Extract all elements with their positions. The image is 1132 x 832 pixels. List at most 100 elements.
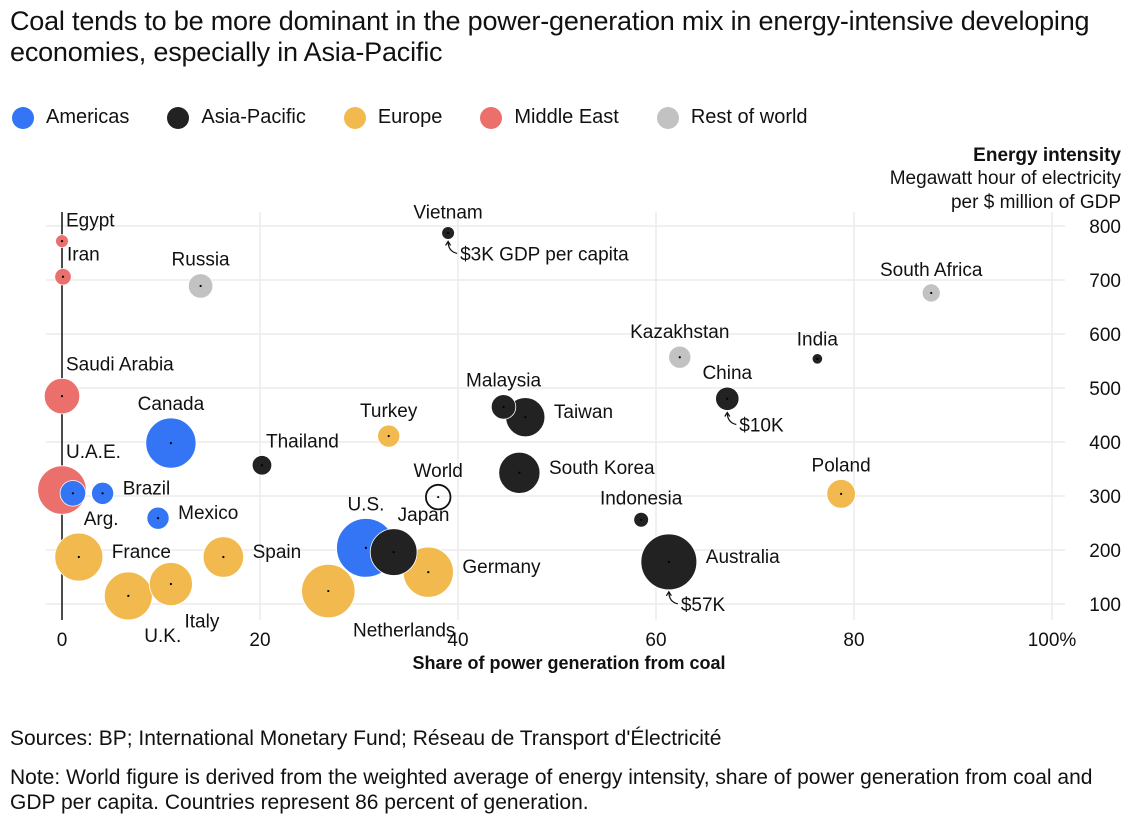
y-tick-label: 500 [1089,379,1121,400]
annotation-arrow [668,591,679,605]
bubble-center-dot [447,231,450,235]
bubble-center-dot [726,397,729,400]
label-canada: Canada [138,394,205,415]
legend-swatch-europe [343,106,366,129]
legend-item-asia-pacific: Asia-Pacific [167,106,306,129]
x-tick-label: 40 [447,630,468,651]
label-u-a-e: U.A.E. [66,442,121,463]
bubble-center-dot [667,560,670,563]
bubble-center-dot [816,357,819,360]
label-turkey: Turkey [360,401,418,422]
legend-swatch-rest-of-world [656,106,679,129]
label-kazakhstan: Kazakhstan [630,322,729,343]
annotation-arrow [726,412,737,426]
annotation-arrowhead [445,240,452,246]
legend-label: Rest of world [690,106,808,128]
label-italy: Italy [184,612,219,633]
bubble-center-dot [502,405,505,408]
label-china: China [702,363,752,384]
bubble-center-dot [156,517,160,520]
bubble-center-dot [427,571,430,574]
annotation-arrow [447,241,458,255]
y-tick-label: 400 [1089,433,1121,454]
y-axis-title: Energy intensity Megawatt hour of electr… [890,145,1122,213]
bubble-center-dot [524,416,527,419]
label-egypt: Egypt [66,211,115,232]
x-tick-label: 0 [57,630,68,651]
bubble-center-dot [260,464,264,467]
legend-item-europe: Europe [343,106,443,129]
y-tick-label: 200 [1089,541,1121,562]
label-arg: Arg. [84,509,119,530]
y-axis-title-main: Energy intensity [973,145,1121,166]
x-tick-label: 20 [249,630,270,651]
legend-item-rest-of-world: Rest of world [656,106,808,129]
legend-item-americas: Americas [12,106,129,129]
bubble-center-dot [437,495,440,499]
sources-text: Sources: BP; International Monetary Fund… [10,727,722,750]
label-thailand: Thailand [266,431,339,452]
bubble-center-dot [840,492,843,495]
bubble-chart: Energy intensity Megawatt hour of electr… [37,145,1122,673]
y-tick-label: 700 [1089,271,1121,292]
x-tick-label: 80 [843,630,864,651]
label-iran: Iran [67,244,100,265]
bubble-center-dot [387,434,390,438]
label-spain: Spain [253,542,302,563]
label-australia: Australia [706,547,780,568]
y-tick-labels: 800 700 600 500 400 300 200 100 [1089,217,1121,616]
y-axis-title-line-1: Megawatt hour of electricity [890,168,1122,189]
label-u-k: U.K. [144,626,181,647]
note-text: Note: World figure is derived from the w… [10,766,1093,814]
label-japan: Japan [398,505,450,526]
label-russia: Russia [172,250,231,271]
label-poland: Poland [812,456,871,477]
bubble-center-dot [678,356,681,359]
annotation-arrowhead [724,411,731,417]
legend-label: Asia-Pacific [201,106,306,128]
bubble-center-dot [640,518,643,521]
bubbles [37,226,941,621]
bubble-center-dot [199,284,202,288]
label-india: India [797,330,839,351]
point-labels: Egypt Iran Russia Saudi Arabia Canada Thailan… [66,203,983,647]
label-world: World [414,461,463,482]
bubble-center-dot [364,546,368,549]
y-tick-label: 800 [1089,217,1121,238]
x-tick-label: 100% [1028,630,1077,651]
legend-swatch-asia-pacific [167,106,190,129]
label-south-korea: South Korea [549,458,655,479]
label-germany: Germany [462,557,541,578]
bubble-center-dot [127,594,130,598]
label-france: France [112,542,171,563]
label-netherlands: Netherlands [353,621,455,642]
bubble-center-dot [60,395,64,398]
chart-title: Coal tends to be more dominant in the po… [10,6,1090,67]
annotation-vietnam: $3K GDP per capita [460,244,629,265]
x-tick-labels: 0 20 40 60 80 100% [57,630,1077,651]
x-axis-title: Share of power generation from coal [412,653,725,673]
label-saudi-arabia: Saudi Arabia [66,354,174,375]
legend-swatch-americas [12,106,34,129]
bubble-center-dot [77,555,80,559]
legend-swatch-middle-east [480,106,503,129]
label-brazil: Brazil [123,478,171,499]
legend-label: Europe [377,106,443,128]
label-south-africa: South Africa [880,260,983,281]
y-tick-label: 300 [1089,487,1121,508]
y-axis-title-line-2: per $ million of GDP [951,192,1121,213]
label-malaysia: Malaysia [466,371,541,392]
bubble-center-dot [518,471,521,474]
y-tick-label: 100 [1089,595,1121,616]
label-u-s: U.S. [347,494,384,515]
legend-label: Americas [46,106,130,128]
bubble-center-dot [169,582,172,586]
bubble-center-dot [392,551,395,554]
annotation-china: $10K [739,416,784,437]
legend: Americas Asia-Pacific Europe Middle East… [12,106,846,129]
x-tick-label: 60 [645,630,666,651]
annotation-arrowhead [665,590,672,597]
bubble-center-dot [101,492,104,495]
bubble-center-dot [61,275,65,278]
bubble-center-dot [930,291,933,295]
